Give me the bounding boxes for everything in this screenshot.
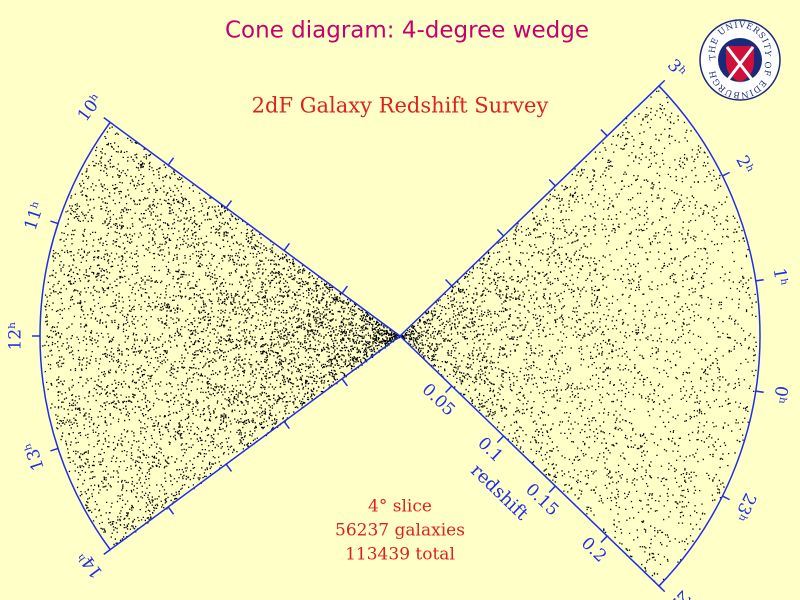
- ra-tick: [658, 585, 666, 593]
- redshift-tick: [600, 128, 608, 137]
- ra-tick-label: 0ʰ: [769, 384, 792, 405]
- wedge-outline: [39, 121, 402, 551]
- ra-tick: [103, 117, 111, 123]
- redshift-tick: [496, 435, 505, 444]
- ra-tick: [755, 390, 764, 394]
- ra-tick: [658, 79, 666, 87]
- redshift-tick: [341, 378, 348, 387]
- redshift-tick: [225, 200, 233, 209]
- ra-tick: [755, 278, 764, 282]
- redshift-tick: [283, 421, 291, 430]
- redshift-tick: [496, 228, 505, 237]
- redshift-tick: [600, 535, 608, 544]
- redshift-tick: [445, 278, 453, 287]
- ra-tick: [50, 447, 59, 452]
- redshift-tick: [548, 178, 556, 187]
- redshift-tick: [445, 385, 453, 394]
- ra-tick: [722, 495, 730, 501]
- annotation: 4° slice: [368, 497, 432, 517]
- redshift-tick: [167, 157, 175, 166]
- logo-saltire: [725, 46, 755, 82]
- ra-tick-label: 1ʰ: [769, 267, 792, 288]
- logo: THE UNIVERSITY OF EDINBURGH: [699, 19, 781, 101]
- wedge-outline: [398, 84, 761, 588]
- chart-title: Cone diagram: 4-degree wedge: [225, 18, 589, 44]
- redshift-tick: [167, 506, 175, 515]
- ra-tick-label: 12ʰ: [6, 322, 26, 351]
- redshift-tick: [225, 463, 233, 472]
- annotation: 56237 galaxies: [335, 521, 465, 541]
- redshift-tick: [548, 485, 556, 494]
- annotation: 113439 total: [345, 545, 455, 565]
- galaxy-points: [42, 126, 401, 547]
- ra-tick: [722, 171, 730, 177]
- chart-subtitle: 2dF Galaxy Redshift Survey: [252, 94, 549, 118]
- ra-tick: [50, 220, 59, 225]
- redshift-tick: [283, 242, 291, 251]
- redshift-tick: [341, 285, 348, 294]
- ra-tick: [103, 549, 111, 555]
